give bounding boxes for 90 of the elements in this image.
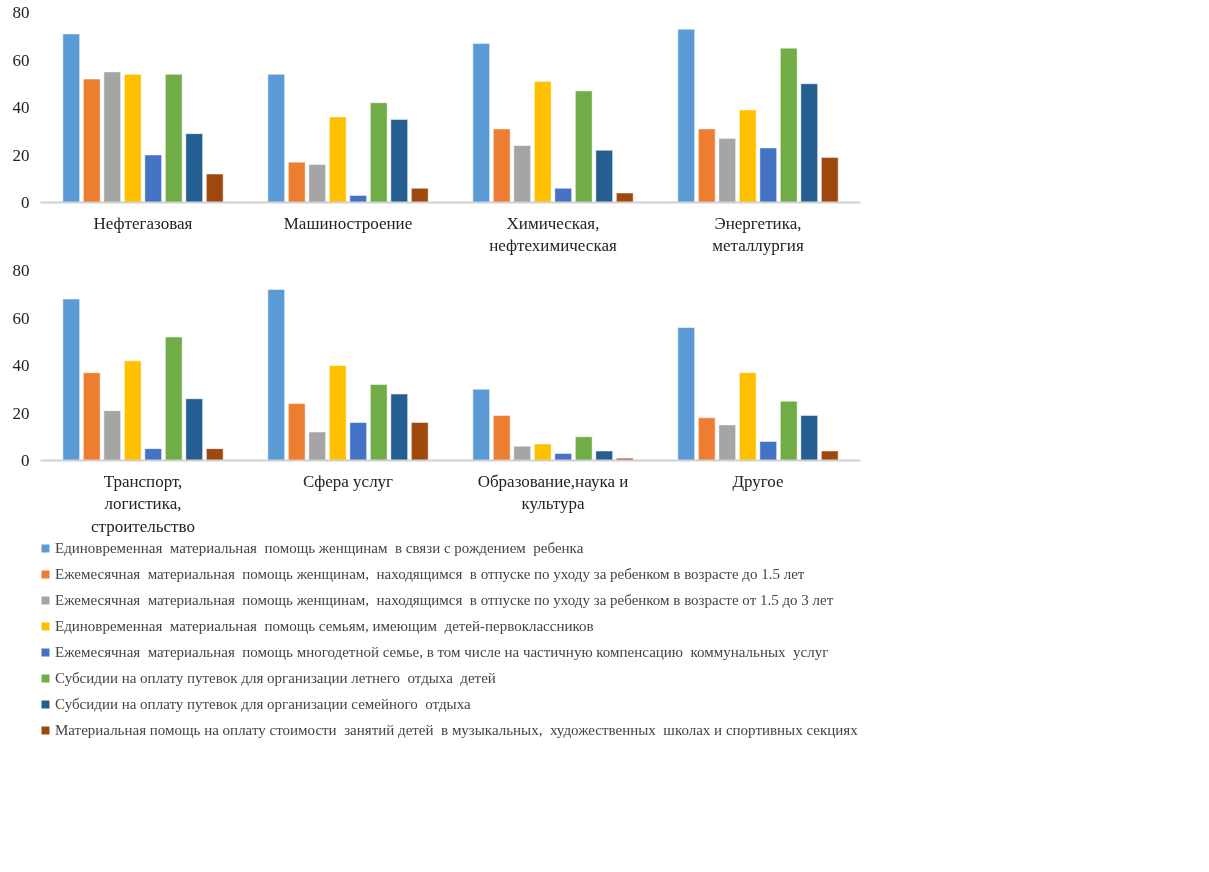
y-tick-label: 0 xyxy=(21,193,30,212)
bar xyxy=(124,360,142,461)
bar xyxy=(206,448,224,461)
bar xyxy=(103,71,121,203)
y-tick-label: 0 xyxy=(21,451,30,470)
bar xyxy=(821,450,839,461)
bar xyxy=(206,173,224,203)
bar xyxy=(308,164,326,203)
bar xyxy=(288,403,306,461)
bar xyxy=(411,188,429,203)
x-tick-label: Образование,наука и культура xyxy=(477,471,629,514)
bar xyxy=(390,393,408,461)
bar xyxy=(62,33,80,203)
y-tick-label: 40 xyxy=(12,356,30,375)
legend-label: Субсидии на оплату путевок для организации летнего отдыха детей xyxy=(55,669,496,687)
bar xyxy=(698,128,716,203)
bar xyxy=(534,81,552,203)
bar xyxy=(165,74,183,203)
bar xyxy=(800,83,818,203)
bar xyxy=(124,74,142,203)
bar xyxy=(329,365,347,461)
bar xyxy=(390,119,408,203)
y-tick-label: 60 xyxy=(12,50,30,70)
bar xyxy=(554,188,572,203)
legend-label: Ежемесячная материальная помощь женщинам, находящимся в отпуске по уходу за ребенком в возрасте от 1.5 до 3 лет xyxy=(55,591,834,609)
bar xyxy=(821,157,839,203)
bar xyxy=(616,457,634,461)
bar xyxy=(595,150,613,203)
bar xyxy=(144,448,162,461)
x-tick-label: Нефтегазовая xyxy=(93,213,193,233)
bar xyxy=(759,441,777,461)
bar xyxy=(575,436,593,461)
x-tick-label: Энергетика, металлургия xyxy=(712,213,804,256)
legend-label: Единовременная материальная помощь женщинам в связи с рождением ребенка xyxy=(55,539,584,557)
bar xyxy=(800,415,818,461)
y-tick-label: 40 xyxy=(12,98,30,117)
bar xyxy=(349,195,367,203)
bar xyxy=(308,431,326,461)
legend-label: Ежемесячная материальная помощь многодетной семье, в том числе на частичную компенсацию коммунальных услуг xyxy=(55,643,829,661)
bar xyxy=(513,446,531,461)
bar xyxy=(493,128,511,203)
legend-label: Субсидии на оплату путевок для организации семейного отдыха xyxy=(55,695,471,713)
bar xyxy=(472,389,490,461)
bar xyxy=(62,298,80,461)
bar xyxy=(267,74,285,203)
y-tick-label: 20 xyxy=(12,145,30,165)
bar xyxy=(472,43,490,203)
bar xyxy=(493,415,511,461)
bar xyxy=(83,372,101,461)
bar xyxy=(267,289,285,461)
bar xyxy=(739,109,757,203)
x-tick-label: Транспорт, логистика, строительство xyxy=(91,471,195,537)
bar xyxy=(288,161,306,203)
bar xyxy=(554,453,572,461)
x-tick-label: Химическая, нефтехимическая xyxy=(489,213,617,256)
bar xyxy=(411,422,429,461)
bar xyxy=(575,90,593,203)
y-tick-label: 20 xyxy=(12,403,30,423)
bar xyxy=(349,422,367,461)
y-tick-label: 60 xyxy=(12,308,30,328)
bar xyxy=(780,400,798,461)
bar xyxy=(144,154,162,203)
bar xyxy=(616,192,634,203)
bar xyxy=(165,336,183,461)
bar xyxy=(103,410,121,461)
bar xyxy=(83,78,101,203)
legend-label: Материальная помощь на оплату стоимости занятий детей в музыкальных, художественных школах и спортивных секциях xyxy=(55,721,858,739)
bar xyxy=(370,384,388,461)
bar xyxy=(698,417,716,461)
bar xyxy=(185,133,203,203)
bar xyxy=(185,398,203,461)
legend-label: Единовременная материальная помощь семьям, имеющим детей-первоклассников xyxy=(55,617,594,635)
bar xyxy=(759,147,777,203)
bar xyxy=(677,28,695,203)
y-tick-label: 80 xyxy=(12,3,30,22)
bar xyxy=(534,443,552,461)
bar xyxy=(780,47,798,203)
bar xyxy=(718,424,736,461)
y-tick-label: 80 xyxy=(12,261,30,280)
x-tick-label: Другое xyxy=(732,471,784,491)
x-tick-label: Машиностроение xyxy=(283,213,413,233)
bar xyxy=(329,116,347,203)
legend-label: Ежемесячная материальная помощь женщинам, находящимся в отпуске по уходу за ребенком в возрасте до 1.5 лет xyxy=(55,565,805,583)
bar xyxy=(595,450,613,461)
x-tick-label: Сфера услуг xyxy=(302,471,394,491)
bar xyxy=(677,327,695,461)
bar xyxy=(370,102,388,203)
bar xyxy=(513,145,531,203)
bar xyxy=(739,372,757,461)
bar xyxy=(718,138,736,203)
